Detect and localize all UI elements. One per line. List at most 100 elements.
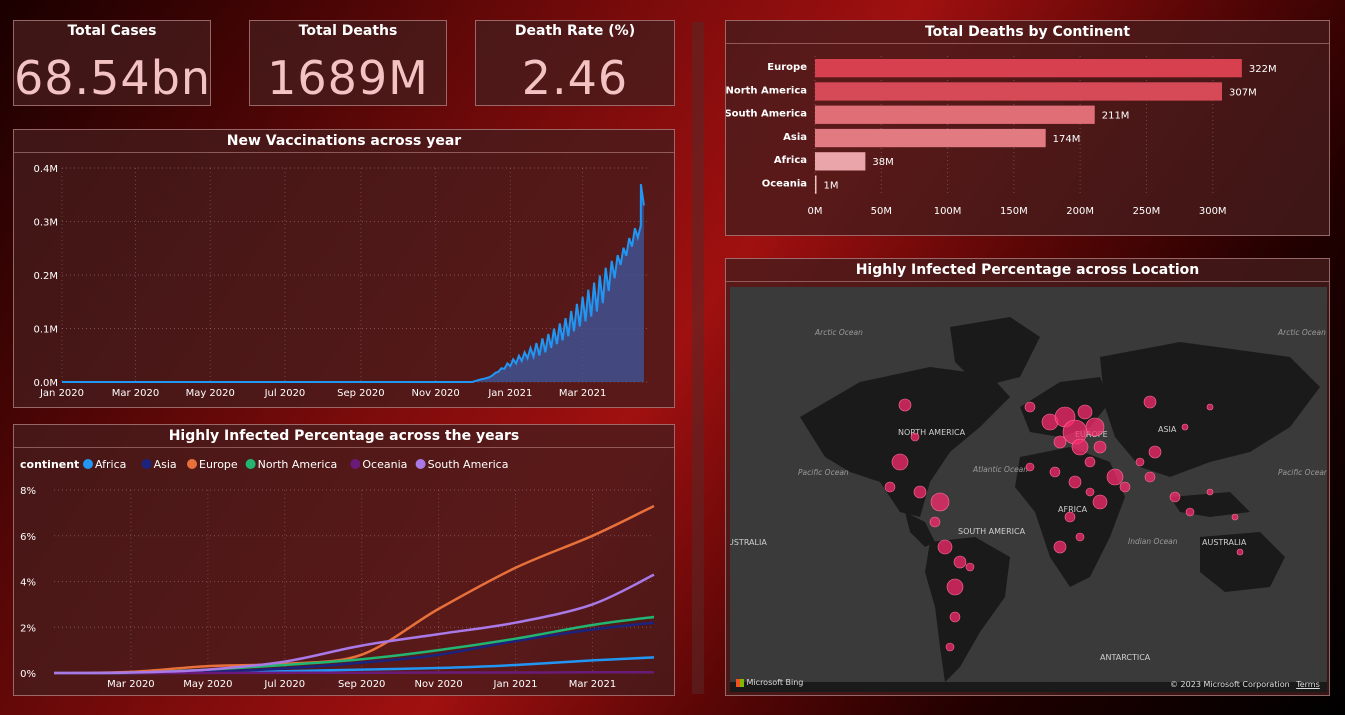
chart-title: Total Deaths by Continent xyxy=(726,21,1329,44)
bar xyxy=(815,128,1046,148)
bar xyxy=(815,152,866,171)
kpi-card-total-cases[interactable]: Total Cases 68.54bn xyxy=(13,20,211,106)
x-tick-label: Sep 2020 xyxy=(338,679,385,690)
bar xyxy=(815,105,1095,124)
x-tick-label: Mar 2021 xyxy=(559,388,607,399)
data-label: 38M xyxy=(872,157,893,168)
map-label: USTRALIA xyxy=(730,538,767,547)
map-label: Atlantic Ocean xyxy=(972,465,1028,474)
legend-marker xyxy=(187,459,197,469)
infection-bubble xyxy=(1092,494,1108,510)
vaccinations-chart[interactable]: New Vaccinations across year 0.0M 0.1M 0.2… xyxy=(13,129,675,408)
legend-marker xyxy=(245,459,256,469)
map-label: Arctic Ocean xyxy=(814,328,863,337)
landmass xyxy=(800,367,1010,517)
x-tick-label: Nov 2020 xyxy=(412,388,460,399)
landmass xyxy=(1200,532,1285,592)
infection-bubble xyxy=(945,642,955,652)
kpi-title: Death Rate (%) xyxy=(514,23,636,39)
infection-bubble xyxy=(930,492,950,512)
y-tick-label: 0.3M xyxy=(33,218,58,229)
y-tick-label: 0.4M xyxy=(33,164,58,175)
infection-bubble xyxy=(1135,457,1145,467)
infection-bubble xyxy=(1236,548,1244,556)
infection-bubble xyxy=(1071,438,1089,456)
category-label: South America xyxy=(726,109,807,120)
x-tick-label: May 2020 xyxy=(183,679,232,690)
category-label: Asia xyxy=(783,132,807,143)
infection-bubble xyxy=(1064,511,1076,523)
map-copyright: © 2023 Microsoft Corporation Terms xyxy=(1170,680,1320,689)
infection-bubble xyxy=(891,453,909,471)
x-tick-label: Jan 2021 xyxy=(487,388,532,399)
data-label: 174M xyxy=(1053,134,1081,145)
kpi-card-total-deaths[interactable]: Total Deaths 1689M xyxy=(249,20,447,106)
y-tick-label: 0.2M xyxy=(33,271,58,282)
y-tick-label: 0.1M xyxy=(33,325,58,336)
y-tick-label: 8% xyxy=(20,486,36,497)
vaccinations-area xyxy=(62,184,644,382)
infected-map-panel[interactable]: Highly Infected Percentage across Locati… xyxy=(725,258,1330,696)
vaccinations-plot: 0.0M 0.1M 0.2M 0.3M 0.4M Jan 2020 Mar 2020 May … xyxy=(33,164,650,399)
infection-bubble xyxy=(1206,403,1214,411)
infection-bubble xyxy=(1077,404,1093,420)
legend-label: Oceania xyxy=(362,458,407,471)
bing-brand: Microsoft Bing xyxy=(746,678,804,687)
infection-bubble xyxy=(1093,440,1107,454)
data-label: 211M xyxy=(1102,111,1130,122)
x-tick-label: 300M xyxy=(1199,206,1227,217)
kpi-value: 68.54bn xyxy=(14,51,212,105)
deaths-by-continent-chart[interactable]: Total Deaths by Continent 0M 50M 100M 150M 2… xyxy=(725,20,1330,236)
map-label: Indian Ocean xyxy=(1128,537,1178,546)
series-line-europe xyxy=(53,504,655,675)
terms-link[interactable]: Terms xyxy=(1296,680,1320,689)
x-tick-label: 150M xyxy=(1000,206,1028,217)
x-tick-label: 250M xyxy=(1133,206,1161,217)
infection-bubble xyxy=(1084,456,1096,468)
legend-label: North America xyxy=(258,458,338,471)
x-tick-label: Jul 2020 xyxy=(263,679,305,690)
infection-bubble xyxy=(1049,466,1061,478)
infection-bubble xyxy=(898,398,912,412)
page-divider xyxy=(692,22,704,694)
infection-bubble xyxy=(1053,540,1067,554)
infection-bubble xyxy=(1085,487,1095,497)
series-line-south-america xyxy=(53,573,655,675)
map-label: SOUTH AMERICA xyxy=(958,527,1026,536)
infection-bubble xyxy=(1181,423,1189,431)
deaths-bar-plot: 0M 50M 100M 150M 200M 250M 300M Europe 322M North… xyxy=(726,56,1277,217)
infection-bubble xyxy=(937,539,953,555)
map-label: ANTARCTICA xyxy=(1100,653,1151,662)
landmass xyxy=(950,317,1040,387)
landmass xyxy=(1170,492,1250,517)
legend-marker xyxy=(141,459,152,469)
infection-bubble xyxy=(1024,401,1036,413)
infection-bubble xyxy=(1206,488,1214,496)
data-label: 307M xyxy=(1229,87,1257,98)
infection-bubble xyxy=(949,611,961,623)
x-tick-label: 50M xyxy=(871,206,892,217)
infection-bubble xyxy=(1025,462,1035,472)
infected-percentage-years-chart[interactable]: Highly Infected Percentage across the ye… xyxy=(13,424,675,696)
x-tick-label: Jan 2021 xyxy=(493,679,538,690)
x-tick-label: Jan 2020 xyxy=(39,388,84,399)
infection-bubble xyxy=(1068,475,1082,489)
x-tick-label: May 2020 xyxy=(186,388,235,399)
infection-bubble xyxy=(1231,513,1239,521)
map-label: Arctic Ocean xyxy=(1277,328,1326,337)
infection-bubble xyxy=(946,578,964,596)
category-label: North America xyxy=(726,85,807,96)
infection-bubble xyxy=(1085,417,1105,437)
kpi-card-death-rate[interactable]: Death Rate (%) 2.46 xyxy=(475,20,675,106)
infection-bubble xyxy=(913,485,927,499)
map-label: AUSTRALIA xyxy=(1202,538,1247,547)
landmass xyxy=(925,537,1010,682)
infection-bubble xyxy=(1144,471,1156,483)
chart-title: New Vaccinations across year xyxy=(14,130,674,153)
infection-bubble xyxy=(884,481,896,493)
map-label: NORTH AMERICA xyxy=(898,428,966,437)
data-label: 1M xyxy=(824,181,839,192)
infection-bubble xyxy=(953,555,967,569)
legend-label: Europe xyxy=(199,458,238,471)
